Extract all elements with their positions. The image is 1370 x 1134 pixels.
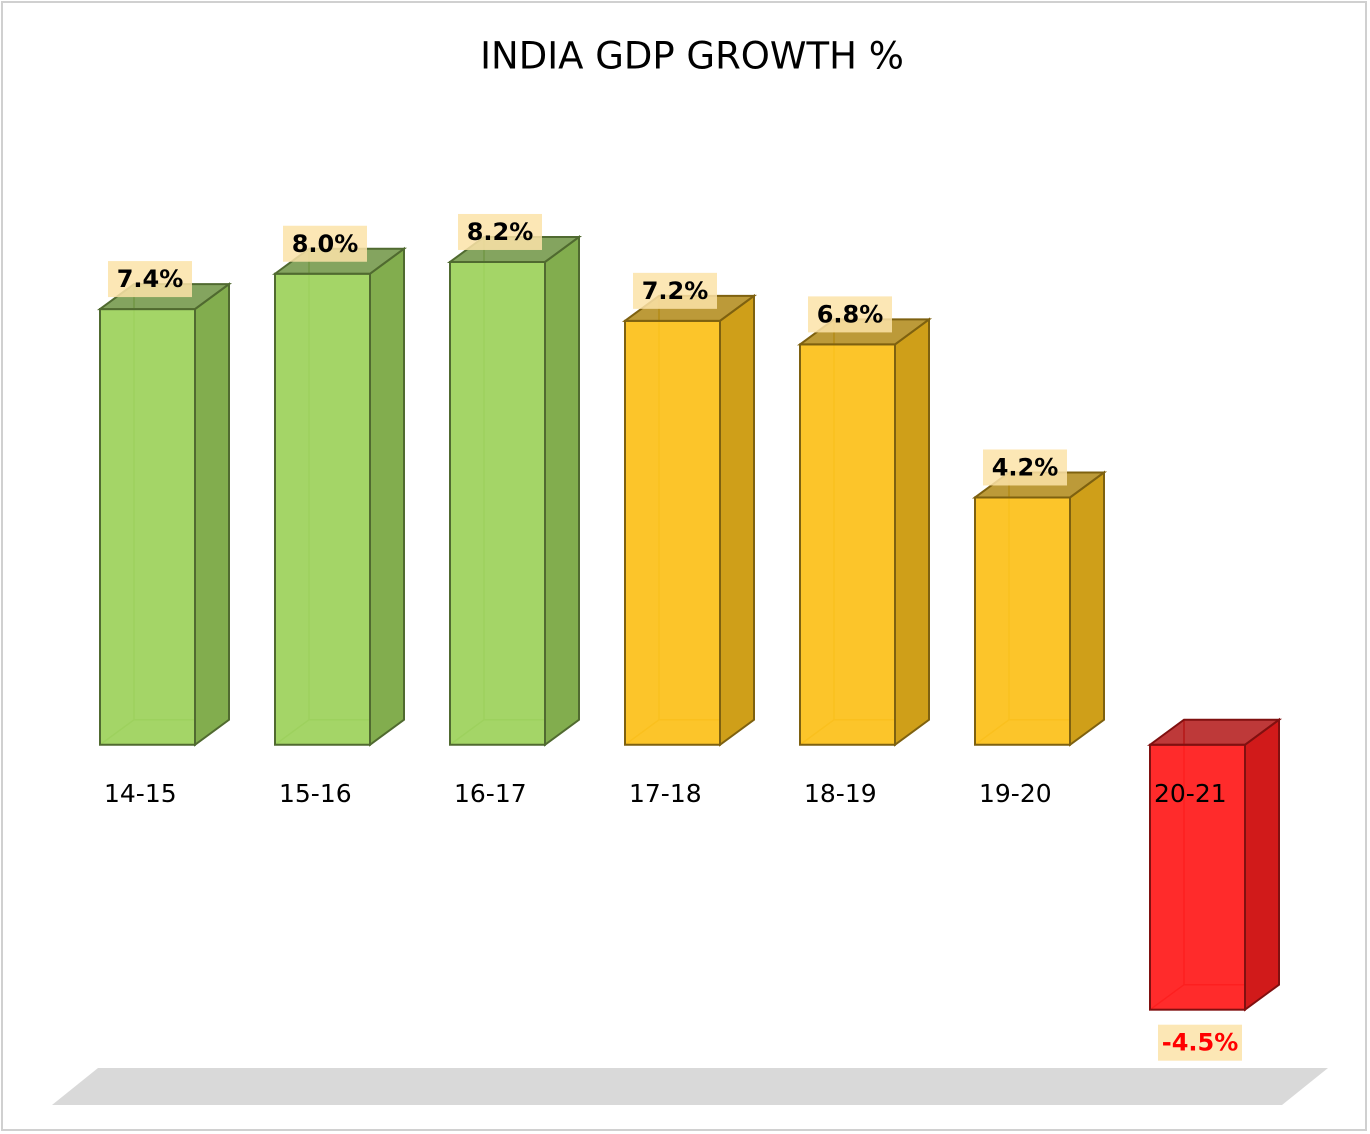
- bar-group: [1146, 717, 1283, 1012]
- value-label-box: [1158, 1024, 1242, 1061]
- value-label-box: [458, 213, 542, 250]
- bar: [974, 496, 1071, 746]
- x-tick-label: 16-17: [454, 779, 527, 808]
- chart-title: INDIA GDP GROWTH %: [480, 35, 904, 78]
- bar-group: [96, 282, 233, 747]
- bar-side: [1244, 717, 1280, 1012]
- bar: [449, 260, 546, 746]
- bar-side: [194, 282, 230, 747]
- x-tick-label: 20-21: [1154, 779, 1227, 808]
- value-label-box: [633, 272, 717, 309]
- bar-group: [271, 246, 408, 747]
- bar-side: [894, 317, 930, 747]
- x-tick-label: 17-18: [629, 779, 702, 808]
- value-label: 8.2%: [467, 218, 534, 246]
- bar-side: [1069, 470, 1105, 747]
- value-label-box: [283, 225, 367, 262]
- bar-side: [369, 246, 405, 747]
- x-tick-label: 15-16: [279, 779, 352, 808]
- floor: [52, 1068, 1328, 1105]
- bar-side: [544, 234, 580, 747]
- value-label-box: [108, 261, 192, 298]
- bar-group: [971, 470, 1108, 747]
- bar: [99, 308, 196, 746]
- value-label: -4.5%: [1162, 1029, 1239, 1057]
- bar: [624, 319, 721, 746]
- value-label: 7.2%: [642, 277, 709, 305]
- bar-group: [621, 293, 758, 747]
- x-tick-label: 14-15: [104, 779, 177, 808]
- bar-group: [796, 317, 933, 747]
- x-tick-label: 18-19: [804, 779, 877, 808]
- bar-group: [446, 234, 583, 747]
- x-tick-label: 19-20: [979, 779, 1052, 808]
- bar: [799, 343, 896, 746]
- bars: 14-15 7.4% 15-16 8.0% 16-17 8.2% 17-18 7.2% 18-1…: [96, 213, 1283, 1061]
- value-label: 4.2%: [992, 453, 1059, 481]
- value-label-box: [808, 296, 892, 333]
- value-label: 8.0%: [292, 230, 359, 258]
- bar: [274, 272, 371, 746]
- bar-top: [1146, 718, 1283, 746]
- bar-side: [719, 293, 755, 747]
- value-label: 6.8%: [817, 300, 884, 328]
- value-label: 7.4%: [117, 265, 184, 293]
- value-label-box: [983, 449, 1067, 486]
